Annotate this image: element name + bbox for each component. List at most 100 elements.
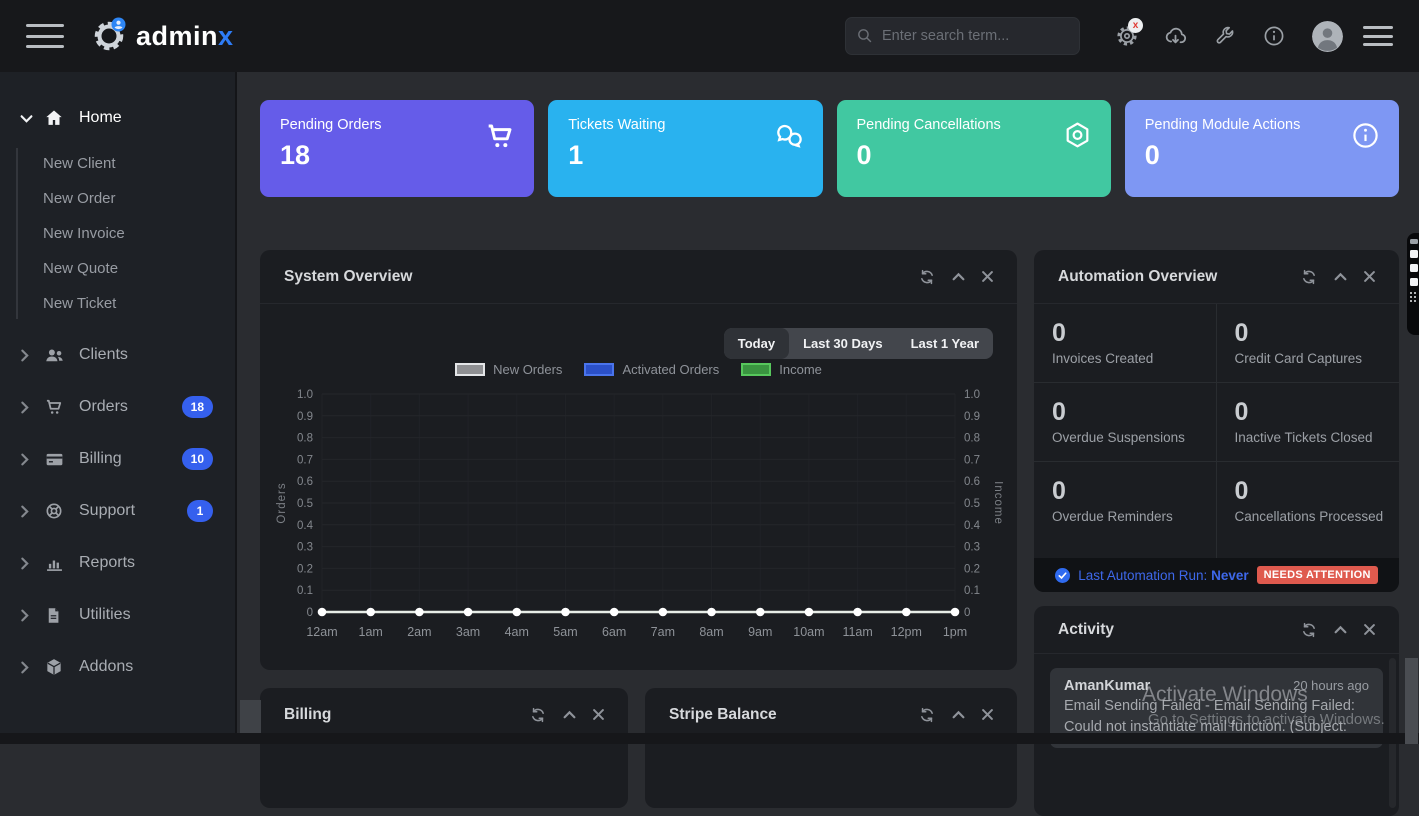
chat-bubbles-icon: [773, 120, 805, 157]
sidebar-item-orders[interactable]: Orders 18: [0, 381, 235, 433]
wrench-icon[interactable]: [1200, 16, 1249, 56]
info-icon[interactable]: [1249, 16, 1298, 56]
svg-text:3am: 3am: [456, 625, 480, 639]
sidebar-item-reports[interactable]: Reports: [0, 537, 235, 589]
stat-card-pending-cancellations[interactable]: Pending Cancellations 0: [836, 100, 1111, 197]
scroll-indicator[interactable]: [240, 700, 261, 733]
search-input[interactable]: [845, 17, 1080, 55]
collapse-icon[interactable]: [952, 272, 965, 281]
automation-stat: 0 Invoices Created: [1034, 304, 1217, 383]
range-today-button[interactable]: Today: [723, 328, 790, 359]
collapse-icon[interactable]: [563, 710, 576, 719]
billing-count-badge: 10: [181, 448, 213, 470]
widget-icon: [1410, 264, 1418, 272]
right-panel-toggle-icon[interactable]: [1363, 26, 1393, 46]
logo-text: adminx: [136, 20, 234, 51]
stat-card-pending-orders[interactable]: Pending Orders 18: [260, 100, 535, 197]
sidebar-item-clients[interactable]: Clients: [0, 329, 235, 381]
system-settings-icon[interactable]: x: [1102, 16, 1151, 56]
system-overview-panel: System Overview Today Last 30 Days Last …: [260, 250, 1017, 670]
sidebar-subitem-new-invoice[interactable]: New Invoice: [43, 225, 125, 242]
svg-text:6am: 6am: [602, 625, 626, 639]
legend-swatch-activated-orders: [584, 363, 615, 376]
sidebar-nav: Home New Client New Order New Invoice Ne…: [0, 72, 237, 744]
sidebar-item-billing[interactable]: Billing 10: [0, 433, 235, 485]
svg-text:0.8: 0.8: [297, 433, 313, 445]
refresh-icon[interactable]: [1301, 269, 1317, 285]
vertical-scrollbar-thumb[interactable]: [1405, 658, 1418, 744]
svg-text:Income: Income: [992, 481, 1003, 525]
svg-text:0.5: 0.5: [297, 498, 313, 510]
sidebar-subitem-new-client[interactable]: New Client: [43, 155, 116, 172]
svg-text:12pm: 12pm: [891, 625, 922, 639]
automation-stat: 0 Overdue Suspensions: [1034, 383, 1217, 462]
horizontal-scrollbar-track[interactable]: [0, 733, 1419, 744]
chevron-right-icon: [20, 609, 34, 622]
refresh-icon[interactable]: [919, 707, 935, 723]
support-count-badge: 1: [187, 500, 213, 522]
svg-text:0.6: 0.6: [964, 476, 980, 488]
close-icon[interactable]: [593, 709, 604, 720]
stat-value: 0: [1144, 140, 1160, 170]
sidebar-item-utilities[interactable]: Utilities: [0, 589, 235, 641]
sidebar-subitem-new-quote[interactable]: New Quote: [43, 260, 119, 277]
refresh-icon[interactable]: [530, 707, 546, 723]
error-badge: x: [1128, 18, 1143, 33]
cart-icon: [484, 120, 516, 157]
bar-chart-icon: [44, 553, 66, 574]
sidebar-subitem-new-ticket[interactable]: New Ticket: [43, 295, 117, 312]
svg-text:0: 0: [307, 607, 313, 619]
document-icon: [44, 606, 66, 625]
system-overview-chart: 12am 1am 2am 3am 4am 5am 6am 7am 8am 9am 10am 11am 1…: [274, 380, 1004, 662]
close-icon[interactable]: [1364, 624, 1375, 635]
svg-text:9am: 9am: [748, 625, 772, 639]
needs-attention-badge: NEEDS ATTENTION: [1256, 566, 1378, 584]
close-icon[interactable]: [982, 271, 993, 282]
svg-text:0.3: 0.3: [964, 542, 980, 554]
svg-text:1pm: 1pm: [943, 625, 967, 639]
svg-text:1.0: 1.0: [297, 389, 313, 401]
sidebar-item-home[interactable]: Home: [0, 92, 235, 144]
life-ring-icon: [44, 501, 66, 521]
svg-text:12am: 12am: [306, 625, 337, 639]
sidebar-item-support[interactable]: Support 1: [0, 485, 235, 537]
svg-text:0.7: 0.7: [964, 454, 980, 466]
close-icon[interactable]: [1364, 271, 1375, 282]
refresh-icon[interactable]: [1301, 622, 1317, 638]
brand-logo[interactable]: adminx: [90, 14, 234, 59]
check-circle-icon: [1055, 567, 1071, 583]
panel-title: System Overview: [284, 267, 413, 285]
widget-icon: [1410, 278, 1418, 286]
user-avatar[interactable]: [1312, 20, 1343, 52]
sidebar-item-addons[interactable]: Addons: [0, 641, 235, 693]
chevron-right-icon: [20, 349, 34, 362]
collapse-icon[interactable]: [1334, 272, 1347, 281]
svg-text:Orders: Orders: [276, 482, 288, 523]
widget-sidebar-flyout[interactable]: [1407, 233, 1419, 335]
stat-card-pending-module-actions[interactable]: Pending Module Actions 0: [1124, 100, 1399, 197]
activity-user: AmanKumar: [1064, 678, 1151, 694]
svg-text:5am: 5am: [553, 625, 577, 639]
collapse-icon[interactable]: [1334, 625, 1347, 634]
chevron-right-icon: [20, 661, 34, 674]
widget-icon: [1410, 239, 1418, 244]
collapse-icon[interactable]: [952, 710, 965, 719]
chart-legend: New Orders Activated Orders Income: [260, 362, 1017, 377]
stat-cards-row: Pending Orders 18 Tickets Waiting 1 Pend…: [260, 100, 1399, 197]
range-30days-button[interactable]: Last 30 Days: [803, 336, 883, 351]
refresh-icon[interactable]: [919, 269, 935, 285]
range-1year-button[interactable]: Last 1 Year: [910, 336, 979, 351]
updates-cloud-download-icon[interactable]: [1151, 16, 1200, 56]
sidebar-subitem-new-order[interactable]: New Order: [43, 190, 116, 207]
sidebar-toggle-icon[interactable]: [26, 24, 64, 48]
main-content: Pending Orders 18 Tickets Waiting 1 Pend…: [237, 72, 1419, 816]
automation-stat: 0 Overdue Reminders: [1034, 462, 1217, 558]
drag-dots-icon: [1410, 292, 1418, 302]
close-icon[interactable]: [982, 709, 993, 720]
chevron-right-icon: [20, 453, 34, 466]
cart-icon: [44, 397, 66, 417]
svg-text:0.2: 0.2: [297, 563, 313, 575]
home-submenu: New Client New Order New Invoice New Quo…: [0, 144, 235, 329]
search-icon: [856, 27, 873, 49]
stat-card-tickets-waiting[interactable]: Tickets Waiting 1: [548, 100, 823, 197]
